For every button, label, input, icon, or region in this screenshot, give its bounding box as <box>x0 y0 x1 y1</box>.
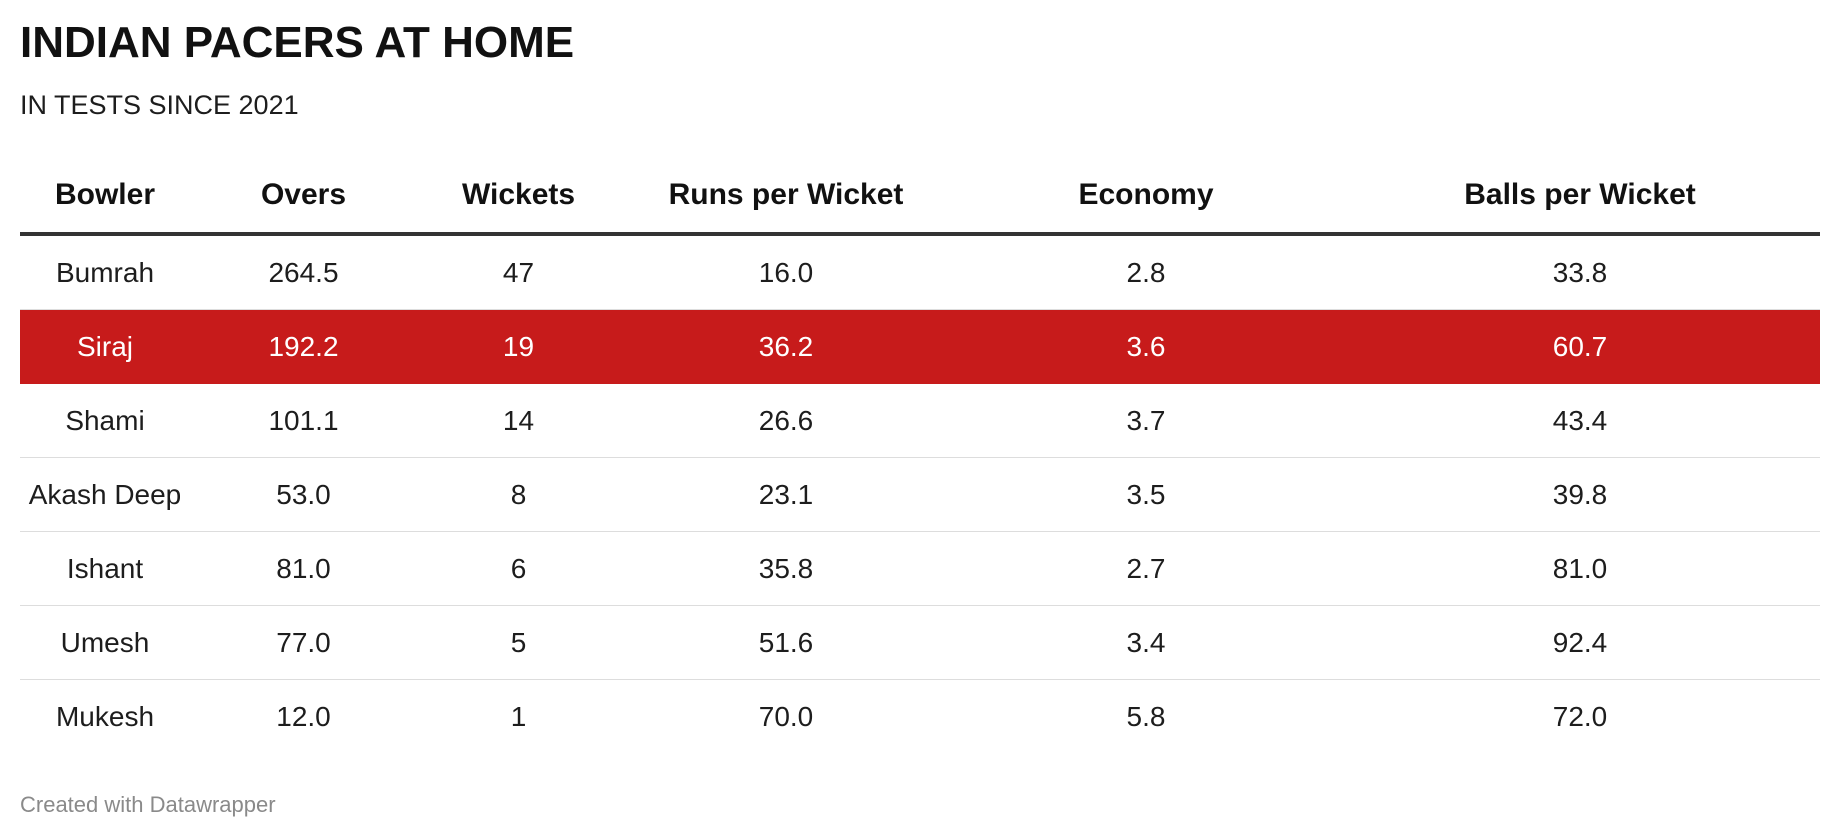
table-cell: 3.4 <box>952 605 1340 680</box>
table-row: Akash Deep 53.0 8 23.1 3.5 39.8 <box>20 457 1820 532</box>
column-header: Balls per Wicket <box>1340 158 1820 236</box>
table-cell: 47 <box>417 234 620 310</box>
chart-subtitle: IN TESTS SINCE 2021 <box>20 90 299 120</box>
table-cell: 264.5 <box>190 234 417 310</box>
table-row: Mukesh 12.0 1 70.0 5.8 72.0 <box>20 680 1820 754</box>
table-cell: 192.2 <box>190 309 417 384</box>
table-cell: 33.8 <box>1340 234 1820 310</box>
data-table: Bowler Overs Wickets Runs per Wicket Eco… <box>20 158 1820 753</box>
table-cell: Umesh <box>20 605 190 680</box>
table-cell: 23.1 <box>620 457 952 532</box>
table-cell: 2.8 <box>952 234 1340 310</box>
column-header: Wickets <box>417 158 620 236</box>
footer-credit: Created with Datawrapper <box>20 792 276 817</box>
table-cell: Siraj <box>20 309 190 384</box>
table-cell: 81.0 <box>1340 531 1820 606</box>
table-row: Shami 101.1 14 26.6 3.7 43.4 <box>20 383 1820 458</box>
column-header: Overs <box>190 158 417 236</box>
table-cell: 8 <box>417 457 620 532</box>
header-row: Bowler Overs Wickets Runs per Wicket Eco… <box>20 158 1820 236</box>
column-header: Bowler <box>20 158 190 236</box>
table-cell: 16.0 <box>620 234 952 310</box>
table-cell: 6 <box>417 531 620 606</box>
table-cell: 101.1 <box>190 383 417 458</box>
table-cell: Ishant <box>20 531 190 606</box>
table-row: Bumrah 264.5 47 16.0 2.8 33.8 <box>20 234 1820 310</box>
table-cell: 5 <box>417 605 620 680</box>
table-cell: 39.8 <box>1340 457 1820 532</box>
table-cell: 12.0 <box>276 700 331 732</box>
table-cell: 5.8 <box>1126 700 1166 732</box>
table-cell: Mukesh <box>55 700 155 732</box>
column-header: Runs per Wicket <box>620 158 952 236</box>
table-cell: Shami <box>20 383 190 458</box>
column-header: Economy <box>952 158 1340 236</box>
table-cell: 3.5 <box>952 457 1340 532</box>
table-cell: 92.4 <box>1340 605 1820 680</box>
table-cell: 70.0 <box>758 700 814 732</box>
table-cell: 36.2 <box>620 309 952 384</box>
table-row-highlighted: Siraj 192.2 19 36.2 3.6 60.7 <box>20 309 1820 384</box>
table-cell: 19 <box>417 309 620 384</box>
table-cell: 51.6 <box>620 605 952 680</box>
table-cell: 3.7 <box>952 383 1340 458</box>
table-cell: 1 <box>510 700 527 732</box>
table-cell: Akash Deep <box>20 457 190 532</box>
table-cell: 77.0 <box>190 605 417 680</box>
table-row: Ishant 81.0 6 35.8 2.7 81.0 <box>20 531 1820 606</box>
table-cell: 81.0 <box>190 531 417 606</box>
table-cell: 3.6 <box>952 309 1340 384</box>
table-cell: 60.7 <box>1340 309 1820 384</box>
chart-title: INDIAN PACERS AT HOME <box>20 18 575 67</box>
table-cell: 72.0 <box>1552 700 1608 732</box>
table-cell: 2.7 <box>952 531 1340 606</box>
table-cell: Bumrah <box>20 234 190 310</box>
table-cell: 35.8 <box>620 531 952 606</box>
table-cell: 26.6 <box>620 383 952 458</box>
table-cell: 53.0 <box>190 457 417 532</box>
table-cell: 14 <box>417 383 620 458</box>
table-row: Umesh 77.0 5 51.6 3.4 92.4 <box>20 605 1820 680</box>
table-cell: 43.4 <box>1340 383 1820 458</box>
